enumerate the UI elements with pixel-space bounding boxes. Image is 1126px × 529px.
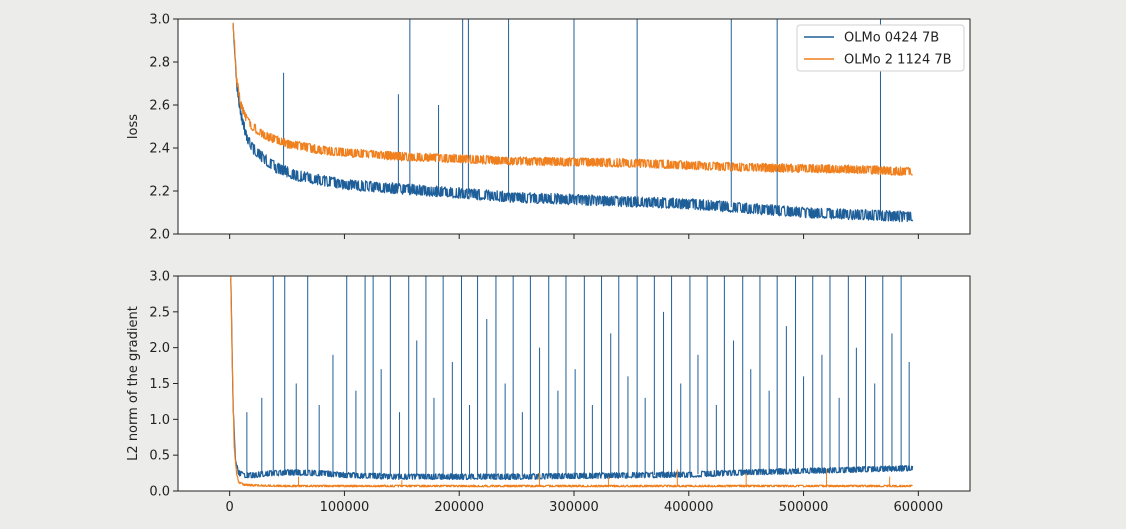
loss-y-tick-label: 2.4 [149,142,170,157]
gradient-y-axis-label: L2 norm of the gradient [126,306,141,461]
gradient-x-tick-label: 500000 [779,500,829,515]
loss-series-group [232,19,914,223]
gradient-y-tick-label: 2.0 [149,341,170,356]
gradient-x-tick-label: 100000 [320,500,370,515]
loss-y-tick-label: 2.8 [149,56,170,71]
gradient-x-tick-label: 200000 [434,500,484,515]
gradient-plot-background [178,276,970,491]
loss-plot-frame [177,18,971,235]
loss-plot: 2.0 2.2 2.4 2.6 2.8 3.0 loss OLMo 0424 7B OLM… [126,13,971,243]
legend-label-olmo-0424: OLMo 0424 7B [844,31,939,46]
gradient-y-tick-label: 0.0 [149,485,170,500]
gradient-x-tick-label: 600000 [894,500,944,515]
gradient-y-tick-label: 2.5 [149,305,170,320]
loss-y-tick-label: 3.0 [149,13,170,28]
loss-y-tick-label: 2.0 [149,228,170,243]
gradient-y-ticks: 0.0 0.5 1.0 1.5 2.0 2.5 3.0 [149,270,178,500]
legend: OLMo 0424 7B OLMo 2 1124 7B [796,24,965,72]
gradient-y-tick-label: 3.0 [149,270,170,285]
gradient-series-group [230,276,914,488]
gradient-series-line-olmo-2-1124 [230,276,913,488]
loss-y-ticks: 2.0 2.2 2.4 2.6 2.8 3.0 [149,13,178,243]
loss-y-tick-label: 2.6 [149,99,170,114]
legend-box [796,24,965,72]
loss-y-axis-label: loss [126,114,141,139]
gradient-x-tick-label: 400000 [664,500,714,515]
gradient-x-ticks: 0 100000 200000 300000 400000 500000 600000 [226,491,944,515]
legend-label-olmo-2-1124: OLMo 2 1124 7B [844,53,952,68]
gradient-norm-plot: 0.0 0.5 1.0 1.5 2.0 2.5 3.0 0 100000 200000 30000… [126,270,971,515]
gradient-x-tick-label: 300000 [549,500,599,515]
loss-x-ticks [229,234,919,239]
gradient-plot-frame [177,275,971,492]
gradient-y-tick-label: 1.0 [149,413,170,428]
gradient-y-tick-label: 1.5 [149,377,170,392]
loss-series-line-olmo-2-1124 [232,22,913,176]
gradient-x-tick-label: 0 [226,500,234,515]
gradient-y-tick-label: 0.5 [149,449,170,464]
loss-y-tick-label: 2.2 [149,185,170,200]
loss-series-line-olmo-0424 [232,23,914,223]
gradient-series-line-olmo-0424 [230,278,914,481]
